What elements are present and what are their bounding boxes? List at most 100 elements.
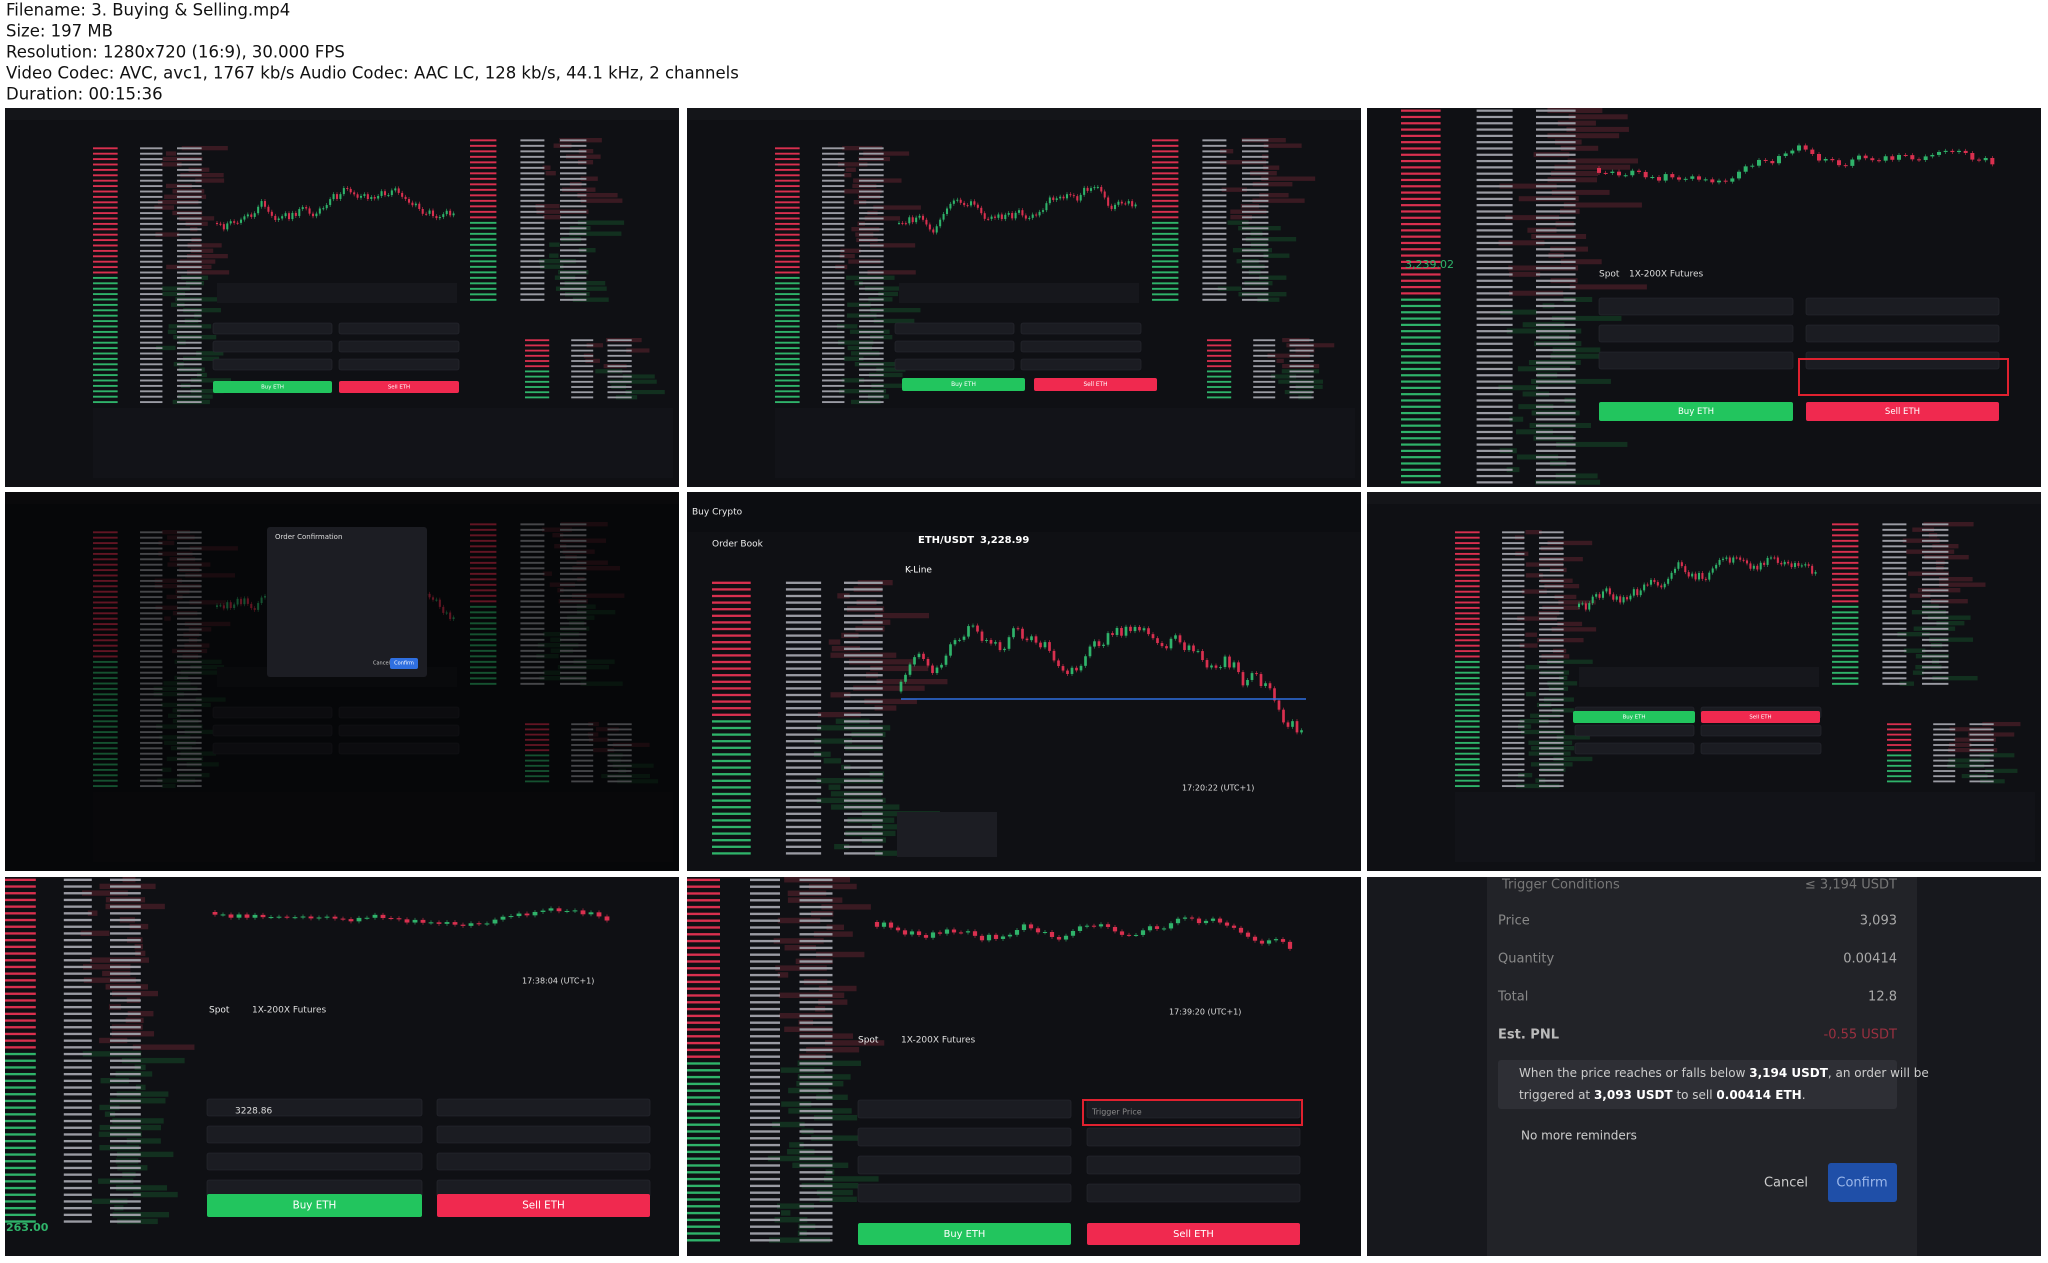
order-amount [1202, 166, 1227, 169]
order-row-bar [818, 999, 848, 1005]
order-total [1536, 298, 1576, 301]
candle [1273, 939, 1279, 941]
candle [1780, 562, 1783, 565]
order-total [177, 147, 202, 150]
order-amount [1202, 243, 1227, 246]
order-amount [1933, 744, 1956, 746]
order-amount [785, 634, 822, 637]
candle [1656, 582, 1659, 586]
order-amount [1933, 775, 1956, 778]
order-total [177, 390, 202, 393]
order-row-bar [773, 938, 824, 944]
order-amount [750, 919, 780, 922]
order-amount [1476, 254, 1513, 257]
order-price [5, 1139, 36, 1143]
order-price [1401, 172, 1441, 175]
candle [1766, 557, 1769, 565]
candle [1021, 628, 1024, 639]
order-row-bar [1563, 297, 1593, 303]
message: triggered at 3,093 USDT to sell 0.00414 … [1519, 1088, 1806, 1102]
futures: 1X-200X Futures [252, 1006, 327, 1016]
candle [1030, 636, 1033, 641]
order-price [1207, 386, 1232, 388]
order-total [1539, 704, 1564, 707]
candle [1024, 215, 1027, 219]
order-price [1887, 738, 1912, 741]
sell-button [1701, 711, 1820, 723]
candle [922, 653, 925, 659]
candle [1052, 197, 1055, 201]
order-total [110, 1093, 141, 1096]
order-total [799, 1062, 833, 1065]
order-total [1536, 115, 1576, 119]
order-row-bar [1982, 722, 2021, 727]
order-total [844, 720, 883, 723]
order-amount [1476, 115, 1513, 119]
order-amount [785, 726, 822, 730]
order-amount [520, 232, 545, 235]
order-amount [750, 1177, 780, 1181]
order-row-bar [777, 917, 821, 924]
candle [1725, 557, 1728, 559]
order-price [775, 147, 800, 150]
candle [1028, 217, 1031, 219]
order-amount [520, 238, 545, 241]
order-row-bar [1909, 593, 1931, 598]
candle [1694, 573, 1697, 580]
order-row-bar [1985, 768, 2018, 773]
order-price [93, 168, 118, 171]
order-price [5, 1173, 36, 1176]
order-amount [750, 1137, 780, 1140]
order-total [799, 980, 833, 984]
highlight [1798, 358, 2009, 396]
candle [956, 199, 959, 201]
order-amount [1882, 671, 1907, 674]
order-price [1401, 204, 1441, 207]
order-price [687, 1211, 720, 1215]
order-price [93, 249, 118, 252]
order-amount [1476, 424, 1513, 427]
order-price [1832, 528, 1859, 531]
candle [1673, 568, 1677, 573]
order-price [1455, 698, 1480, 701]
order-total [799, 1109, 833, 1113]
order-total [844, 799, 883, 802]
order-total [560, 216, 587, 219]
candle [1807, 564, 1810, 566]
order-total [859, 239, 884, 242]
candle [971, 625, 975, 627]
order-price [1887, 723, 1912, 726]
order-amount [571, 360, 594, 362]
order-total [177, 401, 202, 404]
candle [1595, 594, 1598, 597]
order-amount [1253, 386, 1276, 388]
order-amount [63, 1186, 92, 1190]
order-amount [1882, 611, 1907, 614]
market: Spot [209, 1006, 230, 1016]
order-price [687, 1157, 720, 1160]
order-price [1401, 405, 1441, 408]
order-total [177, 222, 202, 225]
order-amount [63, 925, 92, 928]
order-total [799, 1116, 833, 1120]
order-amount [1502, 736, 1525, 739]
order-price [93, 363, 118, 366]
candle [1187, 645, 1191, 651]
order-price [775, 293, 800, 296]
order-price [93, 336, 118, 339]
candle [985, 639, 988, 641]
order-amount [750, 1075, 780, 1079]
candle [1598, 594, 1601, 598]
order-price [1401, 115, 1441, 119]
candle [284, 916, 290, 918]
order-total [177, 320, 202, 323]
order-amount [1882, 583, 1907, 586]
order-amount [140, 390, 163, 393]
candle [268, 917, 274, 919]
message-part: to sell [1673, 1088, 1717, 1102]
candle [1605, 588, 1608, 592]
order-price [1455, 552, 1480, 555]
order-amount [1476, 348, 1513, 352]
order-total [110, 898, 141, 902]
candle [1147, 628, 1150, 635]
